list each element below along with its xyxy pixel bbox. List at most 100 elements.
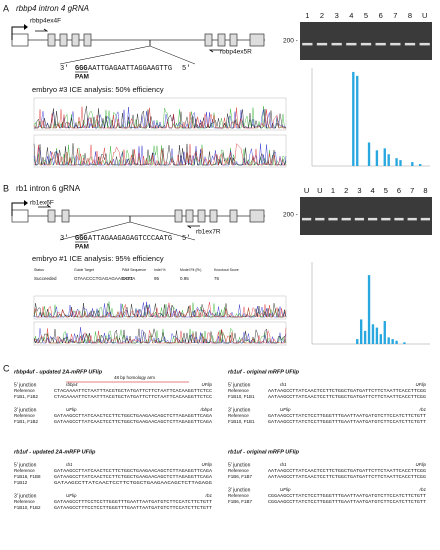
- sequence: GATAAGCCTTATCAACTCCTTCTGGCTGAAGAACAGCTCT…: [54, 474, 212, 480]
- guide-suffix: 5': [182, 235, 190, 243]
- exon: [61, 209, 70, 223]
- row-label: Reference: [228, 413, 249, 418]
- junction-tag: rbbp4: [200, 407, 212, 412]
- junction-name: 3' junction: [14, 407, 37, 413]
- junction-name: 5' junction: [14, 382, 37, 388]
- sequence: GATAAGCCTTATCTCCTTGGGTTTGAATTAATGATGTCTT…: [268, 413, 426, 419]
- junction-tag: rb1: [66, 462, 73, 467]
- zoom-line: [59, 221, 131, 241]
- gel-band: [375, 42, 386, 46]
- gel-lane-label: 2: [344, 186, 348, 195]
- gel-band: [316, 42, 328, 46]
- zoom-line: [129, 221, 196, 241]
- ice-bar: [379, 334, 383, 344]
- ice-bar: [356, 339, 359, 344]
- gel: [300, 22, 432, 60]
- trace: [33, 106, 286, 129]
- tss-arrowhead: [24, 24, 28, 30]
- ice-title: embryo #3 ICE analysis: 50% efficiency: [32, 85, 164, 94]
- ice-title: embryo #1 ICE analysis: 95% efficiency: [32, 254, 164, 263]
- gel-lane-label: U: [422, 11, 427, 20]
- junction-tag: UFlip: [66, 493, 77, 498]
- row-label: F1B10, F1B2: [14, 505, 41, 510]
- gel-band: [354, 217, 365, 221]
- sequence: CGGAAGCCTTATCTCCTTGGGTTTGAATTAATGATGTCTT…: [268, 499, 426, 505]
- row-label: F1B1, F1B2: [14, 394, 39, 399]
- row-label: F1B10, F1B1: [228, 394, 255, 399]
- gel-lane-label: 8: [408, 11, 412, 20]
- sequence: AATAAGCCTTATCAACTCCTTCTGGCTGATGATTCTTCTA…: [268, 474, 426, 480]
- exon: [59, 33, 68, 47]
- ice-table-value: 76: [214, 276, 220, 281]
- guide-suffix: 5': [182, 65, 190, 73]
- gel-lane-label: 5: [364, 11, 368, 20]
- junction-name: 5' junction: [228, 462, 251, 468]
- gel-band: [341, 217, 351, 221]
- primer-label: rb1ex6F: [30, 200, 54, 207]
- trace: [33, 302, 287, 318]
- gel-band: [346, 42, 357, 46]
- ice-bar: [375, 327, 379, 344]
- junction-name: 3' junction: [228, 407, 251, 413]
- block-title: rb1uf - original mRFP UFlip: [228, 369, 300, 375]
- junction-tag: rb1: [419, 407, 426, 412]
- exon: [229, 33, 238, 47]
- ice-table-header: Knockout Score: [214, 268, 239, 272]
- primer-label: rb1ex7R: [196, 229, 221, 236]
- sequence: GATAAGCCTTATCAACTCCTTCTGGCTGAAGAACAGCTCT…: [54, 419, 212, 425]
- gel-lane-label: 8: [423, 186, 427, 195]
- ice-bar: [375, 150, 379, 166]
- pam-label: PAM: [75, 74, 89, 81]
- gel-marker: 200 -: [283, 38, 298, 45]
- junction-tag: rb1: [280, 382, 287, 387]
- sequence: CTACAAAATTCTAATTTACGTGCTATGATTCTTCTAATTC…: [54, 394, 212, 400]
- ice-bar: [367, 142, 371, 166]
- junction-tag: UFlip: [280, 407, 291, 412]
- gel-marker: 200 -: [283, 212, 298, 219]
- gel-band: [331, 42, 342, 46]
- gel-lane-label: 3: [335, 11, 339, 20]
- panel-label: B: [3, 183, 9, 193]
- ice-bar: [411, 162, 414, 166]
- guide-prefix: 3': [60, 65, 68, 73]
- block-title: rbbp4uf - updated 2A-mRFP UFlip: [14, 369, 103, 375]
- gel-lane-label: 6: [379, 11, 383, 20]
- zoom-line: [59, 45, 151, 65]
- guide-sequence: AATTGAGAATTAGGAAGTTG: [88, 65, 172, 73]
- sequence: GATAAGCCTTTCCTCCTTGGGTTTGAATTAATGATGTCTT…: [54, 499, 212, 505]
- primer-label: rbbp4ex5R: [220, 49, 252, 56]
- ice-table-value: 95: [154, 276, 160, 281]
- gel-lane-label: 4: [371, 186, 375, 195]
- gel-band: [328, 217, 338, 221]
- block-title: rb1uf - updated 2A-mRFP UFlip: [14, 449, 96, 455]
- gel-band: [301, 217, 312, 221]
- guide-pam: GGG: [75, 235, 88, 243]
- junction-tag: rb1: [419, 487, 426, 492]
- row-label: F1B6, F1B7: [228, 499, 253, 504]
- trace: [33, 143, 286, 166]
- gel-lane-label: 2: [320, 11, 324, 20]
- exon: [11, 33, 29, 47]
- junction-tag: UFlip: [415, 382, 426, 387]
- row-label: Reference: [228, 493, 249, 498]
- exon: [47, 209, 56, 223]
- gel-band: [420, 217, 431, 221]
- exon: [174, 209, 183, 223]
- panel-title: rb1 intron 6 gRNA: [16, 184, 81, 193]
- junction-tag: UFlip: [66, 407, 77, 412]
- ice-bar: [403, 342, 406, 344]
- gel-lane-label: 1: [305, 11, 309, 20]
- row-label: F1B12: [14, 480, 28, 485]
- ice-bar: [352, 71, 355, 166]
- gel-lane-label: 7: [410, 186, 414, 195]
- guide-pam: GGG: [75, 65, 88, 73]
- primer-r: [186, 225, 200, 229]
- junction-name: 3' junction: [228, 487, 251, 493]
- gel-lane-label: 6: [397, 186, 401, 195]
- row-label: F1B10, F1B1: [228, 419, 255, 424]
- exon: [249, 33, 265, 47]
- exon: [249, 209, 265, 223]
- row-label: Reference: [228, 468, 249, 473]
- gel-band: [315, 217, 325, 221]
- ice-bar: [395, 158, 398, 166]
